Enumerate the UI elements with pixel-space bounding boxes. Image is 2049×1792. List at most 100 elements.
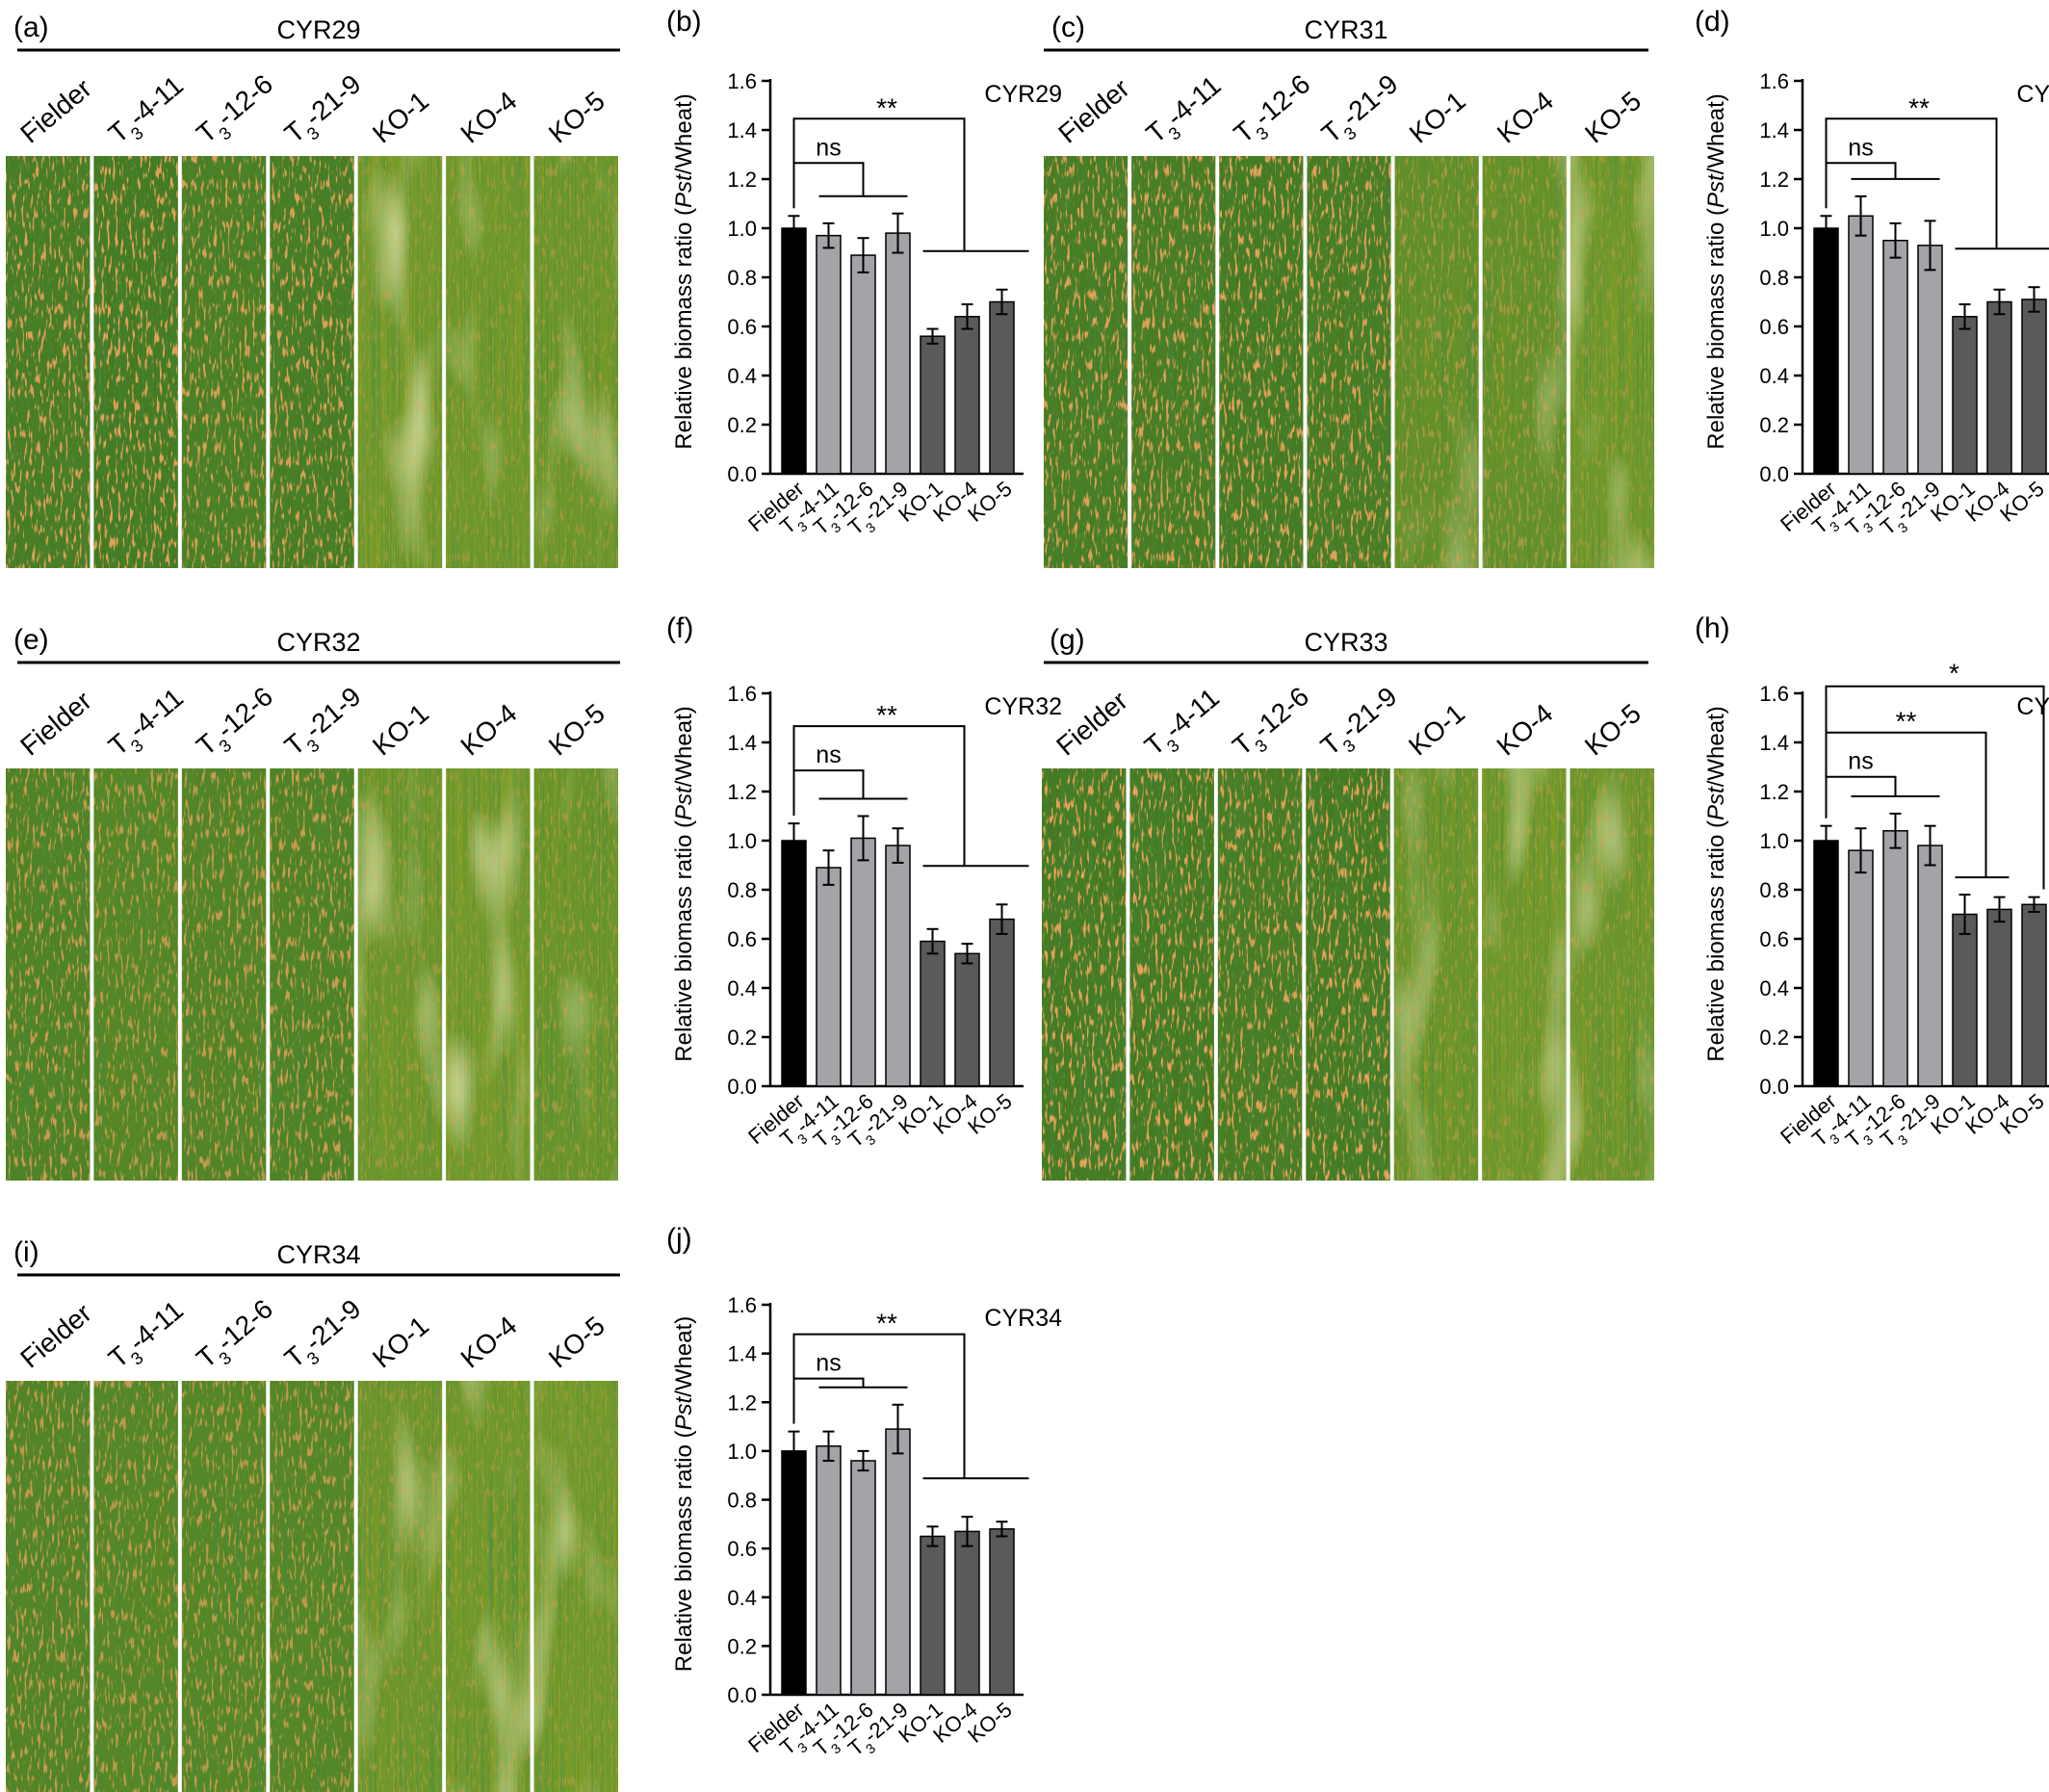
rust-pustules bbox=[1394, 156, 1479, 568]
leaf-label-ko-4: KO-4 bbox=[455, 698, 523, 762]
y-tick-label: 1.0 bbox=[1759, 829, 1789, 853]
bracket-ko bbox=[792, 117, 966, 251]
leaf-t3-12-6 bbox=[1219, 156, 1304, 568]
bar-chart-cyr33: (h)CYR330.00.20.40.60.81.01.21.41.6Relat… bbox=[1695, 612, 2049, 1153]
significance-ko12: ** bbox=[1896, 707, 1917, 737]
y-tick-label: 0.6 bbox=[1759, 315, 1789, 339]
y-tick-label: 0.4 bbox=[727, 1586, 757, 1610]
leaf-label-ko-4: KO-4 bbox=[455, 1311, 523, 1374]
leaf-ko-5 bbox=[533, 768, 618, 1181]
rust-pustules bbox=[1482, 768, 1567, 1181]
panel-letter: (g) bbox=[1050, 624, 1085, 656]
leaf-label-ko-5: KO-5 bbox=[543, 698, 610, 762]
y-tick-label: 1.4 bbox=[1759, 118, 1789, 143]
leaf-t3-4-11 bbox=[93, 1381, 178, 1792]
leaf-t3-21-9 bbox=[1306, 768, 1390, 1181]
significance-ns: ns bbox=[1848, 134, 1873, 161]
leaf-ko-1 bbox=[1393, 768, 1479, 1181]
leaf-label-t3-4-11: T3-4-11 bbox=[103, 70, 194, 155]
panel-letter: (a) bbox=[13, 12, 49, 43]
leaf-label-t3-4-11: T3-4-11 bbox=[1139, 683, 1230, 767]
significance-ns: ns bbox=[816, 134, 841, 161]
leaf-fielder bbox=[1044, 156, 1128, 568]
y-tick-label: 1.6 bbox=[1759, 69, 1789, 93]
leaf-label-ko-5: KO-5 bbox=[543, 86, 610, 149]
rust-pustules bbox=[181, 768, 267, 1181]
bar-ko-1 bbox=[1952, 913, 1978, 1087]
rust-pustules bbox=[1044, 156, 1128, 568]
bar-ko-1 bbox=[920, 1535, 946, 1696]
y-axis-label: Relative biomass ratio (Pst/Wheat) bbox=[671, 93, 697, 449]
rust-pustules bbox=[1042, 768, 1127, 1181]
bar-ko-4 bbox=[1986, 300, 2012, 475]
y-tick-label: 0.8 bbox=[1759, 266, 1789, 290]
rust-pustules bbox=[93, 768, 178, 1181]
leaf-label-ko-4: KO-4 bbox=[1491, 86, 1559, 149]
leaf-label-ko-1: KO-1 bbox=[367, 86, 434, 149]
bar-chart-cyr32: (f) CYR32 0.0 0.2 0.4 0.6 0.8 1.0 1.2 1.4 1.6 Relat… bbox=[666, 612, 1062, 1153]
bar-ko-4 bbox=[954, 1530, 980, 1696]
leaf-label-t3-21-9: T3-21-9 bbox=[1316, 68, 1409, 154]
leaf-label-t3-12-6: T3-12-6 bbox=[1229, 68, 1321, 154]
y-tick-label: 0.0 bbox=[727, 1075, 757, 1099]
leaf-ko-1 bbox=[1394, 156, 1479, 568]
rust-pustules bbox=[533, 156, 618, 568]
y-tick-label: 1.6 bbox=[727, 1293, 757, 1317]
leaf-ko-5 bbox=[533, 1381, 618, 1792]
significance-ns: ns bbox=[1848, 748, 1873, 775]
leaf-label-ko-4: KO-4 bbox=[1491, 698, 1559, 762]
leaf-label-ko-5: KO-5 bbox=[1579, 698, 1647, 762]
bar-fielder bbox=[1813, 227, 1839, 475]
bar-ko-5 bbox=[989, 300, 1015, 475]
bar-ko-4 bbox=[954, 316, 980, 475]
rust-pustules bbox=[446, 1381, 531, 1792]
significance-ko3: * bbox=[1949, 659, 1959, 688]
chart-title: CYR31 bbox=[2016, 81, 2049, 108]
significance-ns: ns bbox=[816, 741, 841, 768]
bar-ko-5 bbox=[2021, 299, 2047, 475]
y-axis-label: Relative biomass ratio (Pst/Wheat) bbox=[671, 1316, 697, 1672]
bracket-ko3 bbox=[1825, 685, 2045, 890]
y-tick-label: 0.8 bbox=[727, 878, 757, 902]
leaf-label-t3-4-11: T3-4-11 bbox=[103, 683, 194, 767]
rust-pustules bbox=[93, 1381, 178, 1792]
significance-star: ** bbox=[876, 92, 897, 122]
bar-t3-21-9 bbox=[885, 232, 911, 475]
leaf-t3-21-9 bbox=[270, 768, 354, 1181]
leaf-t3-4-11 bbox=[93, 156, 178, 568]
leaf-ko-5 bbox=[1569, 768, 1654, 1181]
chart-layer: (b) CYR29 0.0 0.2 0.4 0.6 0.8 1.0 1.2 1.4 1.6 Relat… bbox=[666, 6, 2049, 1761]
leaf-label-t3-21-9: T3-21-9 bbox=[279, 681, 372, 766]
y-tick-label: 0.0 bbox=[1759, 462, 1789, 486]
rust-pustules bbox=[446, 768, 531, 1181]
bar-t3-21-9 bbox=[1917, 245, 1943, 475]
leaf-t3-21-9 bbox=[1307, 156, 1391, 568]
panel-letter: (d) bbox=[1695, 6, 1730, 38]
leaf-label-ko-5: KO-5 bbox=[1579, 86, 1647, 149]
bar-t3-12-6 bbox=[850, 254, 876, 475]
rust-pustules bbox=[1306, 768, 1390, 1181]
chart-title: CYR32 bbox=[984, 693, 1062, 720]
y-tick-label: 1.2 bbox=[727, 1390, 757, 1415]
rust-pustules bbox=[1569, 156, 1654, 568]
y-tick-label: 0.8 bbox=[727, 266, 757, 290]
rust-pustules bbox=[446, 156, 531, 568]
leaf-label-t3-4-11: T3-4-11 bbox=[1140, 70, 1231, 155]
bar-chart-cyr31: (d) CYR31 0.0 0.2 0.4 0.6 0.8 1.0 1.2 1.4 1.6 Relat… bbox=[1695, 6, 2049, 540]
bar-ko-5 bbox=[989, 1528, 1015, 1696]
y-tick-label: 0.6 bbox=[727, 1537, 757, 1561]
leaf-ko-1 bbox=[357, 156, 443, 568]
leaf-label-ko-4: KO-4 bbox=[455, 86, 523, 149]
y-tick-label: 0.2 bbox=[1759, 413, 1789, 437]
leaf-label-fielder: Fielder bbox=[14, 1298, 96, 1374]
rust-pustules bbox=[6, 156, 91, 568]
leaf-ko-5 bbox=[533, 156, 618, 568]
y-tick-label: 0.4 bbox=[727, 364, 757, 388]
y-tick-label: 0.8 bbox=[1759, 878, 1789, 902]
leaf-fielder bbox=[6, 768, 91, 1181]
leaf-ko-4 bbox=[446, 1381, 531, 1792]
leaf-t3-4-11 bbox=[1129, 768, 1214, 1181]
bar-t3-4-11 bbox=[1848, 215, 1874, 475]
